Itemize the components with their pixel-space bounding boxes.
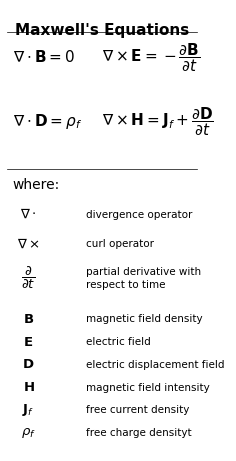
Text: $\nabla \times \mathbf{E} = -\dfrac{\partial \mathbf{B}}{\partial t}$: $\nabla \times \mathbf{E} = -\dfrac{\par… — [102, 41, 200, 74]
Text: where:: where: — [13, 178, 60, 192]
Text: $\rho_f$: $\rho_f$ — [21, 426, 36, 440]
Text: $\mathbf{E}$: $\mathbf{E}$ — [23, 336, 34, 349]
Text: partial derivative with
respect to time: partial derivative with respect to time — [86, 267, 201, 290]
Text: free charge densityt: free charge densityt — [86, 428, 192, 438]
Text: curl operator: curl operator — [86, 239, 154, 249]
Text: $\mathbf{H}$: $\mathbf{H}$ — [23, 381, 34, 394]
Text: $\nabla \cdot \mathbf{B} = 0$: $\nabla \cdot \mathbf{B} = 0$ — [13, 49, 75, 65]
Text: $\nabla \cdot \mathbf{D} = \rho_f$: $\nabla \cdot \mathbf{D} = \rho_f$ — [13, 112, 82, 130]
Text: Maxwell's Equations: Maxwell's Equations — [15, 23, 189, 38]
Text: divergence operator: divergence operator — [86, 210, 192, 219]
Text: $\nabla \times \mathbf{H} = \mathbf{J}_f + \dfrac{\partial \mathbf{D}}{\partial : $\nabla \times \mathbf{H} = \mathbf{J}_f… — [102, 105, 214, 137]
Text: $\dfrac{\partial}{\partial t}$: $\dfrac{\partial}{\partial t}$ — [21, 265, 36, 291]
Text: electric displacement field: electric displacement field — [86, 360, 224, 370]
Text: electric field: electric field — [86, 337, 151, 347]
Text: $\mathbf{B}$: $\mathbf{B}$ — [23, 313, 34, 326]
Text: $\mathbf{D}$: $\mathbf{D}$ — [22, 358, 35, 372]
Text: free current density: free current density — [86, 405, 189, 415]
Text: magnetic field density: magnetic field density — [86, 314, 202, 324]
Text: $\mathbf{J}_f$: $\mathbf{J}_f$ — [22, 402, 35, 419]
Text: magnetic field intensity: magnetic field intensity — [86, 383, 210, 393]
Text: $\nabla \times$: $\nabla \times$ — [17, 237, 40, 251]
Text: $\nabla \cdot$: $\nabla \cdot$ — [20, 208, 37, 221]
